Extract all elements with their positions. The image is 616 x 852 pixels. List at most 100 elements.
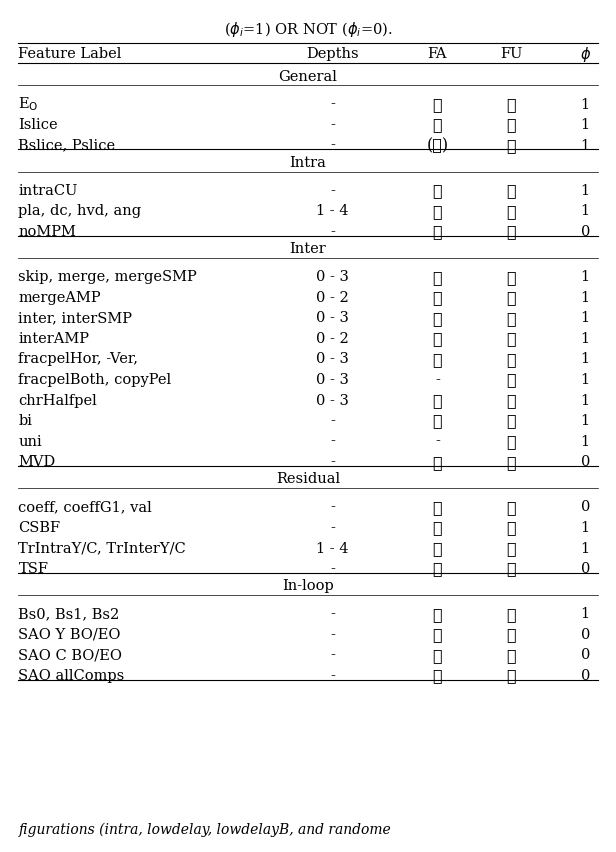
Text: Depths: Depths bbox=[306, 47, 359, 61]
Text: Intra: Intra bbox=[290, 156, 326, 170]
Text: ✓: ✓ bbox=[432, 499, 442, 516]
Text: FU: FU bbox=[500, 47, 522, 61]
Text: -: - bbox=[330, 628, 335, 642]
Text: 1: 1 bbox=[581, 435, 590, 449]
Text: -: - bbox=[435, 435, 440, 449]
Text: -: - bbox=[330, 139, 335, 153]
Text: 0 - 2: 0 - 2 bbox=[316, 332, 349, 346]
Text: Bs0, Bs1, Bs2: Bs0, Bs1, Bs2 bbox=[18, 607, 120, 621]
Text: ✓: ✓ bbox=[432, 561, 442, 578]
Text: ✓: ✓ bbox=[506, 520, 516, 537]
Text: (✓): (✓) bbox=[426, 137, 448, 154]
Text: 1: 1 bbox=[581, 139, 590, 153]
Text: ✓: ✓ bbox=[432, 412, 442, 429]
Text: Feature Label: Feature Label bbox=[18, 47, 122, 61]
Text: ✓: ✓ bbox=[506, 331, 516, 348]
Text: skip, merge, mergeSMP: skip, merge, mergeSMP bbox=[18, 270, 197, 285]
Text: coeff, coeffG1, val: coeff, coeffG1, val bbox=[18, 500, 152, 515]
Text: 0 - 3: 0 - 3 bbox=[316, 394, 349, 407]
Text: 0: 0 bbox=[580, 628, 590, 642]
Text: -: - bbox=[330, 435, 335, 449]
Text: ✓: ✓ bbox=[506, 561, 516, 578]
Text: ✓: ✓ bbox=[506, 203, 516, 220]
Text: ✓: ✓ bbox=[506, 540, 516, 557]
Text: ✓: ✓ bbox=[432, 203, 442, 220]
Text: ✓: ✓ bbox=[432, 310, 442, 327]
Text: ✓: ✓ bbox=[432, 290, 442, 307]
Text: ✓: ✓ bbox=[506, 626, 516, 643]
Text: ✓: ✓ bbox=[506, 117, 516, 134]
Text: 1: 1 bbox=[581, 353, 590, 366]
Text: SAO C BO/EO: SAO C BO/EO bbox=[18, 648, 123, 662]
Text: -: - bbox=[330, 521, 335, 535]
Text: Inter: Inter bbox=[290, 242, 326, 256]
Text: 1: 1 bbox=[581, 184, 590, 198]
Text: ✓: ✓ bbox=[506, 453, 516, 470]
Text: figurations (intra, lowdelay, lowdelayB, and randome: figurations (intra, lowdelay, lowdelayB,… bbox=[18, 822, 391, 837]
Text: noMPM: noMPM bbox=[18, 225, 76, 239]
Text: -: - bbox=[435, 373, 440, 387]
Text: ✓: ✓ bbox=[432, 351, 442, 368]
Text: ✓: ✓ bbox=[506, 96, 516, 113]
Text: ✓: ✓ bbox=[506, 606, 516, 623]
Text: ✓: ✓ bbox=[506, 223, 516, 240]
Text: 1: 1 bbox=[581, 373, 590, 387]
Text: Bslice, Pslice: Bslice, Pslice bbox=[18, 139, 116, 153]
Text: General: General bbox=[278, 70, 338, 83]
Text: Residual: Residual bbox=[276, 473, 340, 486]
Text: 0: 0 bbox=[580, 648, 590, 662]
Text: ✓: ✓ bbox=[432, 117, 442, 134]
Text: ✓: ✓ bbox=[506, 310, 516, 327]
Text: SAO Y BO/EO: SAO Y BO/EO bbox=[18, 628, 121, 642]
Text: ✓: ✓ bbox=[432, 453, 442, 470]
Text: ✓: ✓ bbox=[432, 606, 442, 623]
Text: pla, dc, hvd, ang: pla, dc, hvd, ang bbox=[18, 204, 142, 218]
Text: ✓: ✓ bbox=[506, 290, 516, 307]
Text: 1: 1 bbox=[581, 607, 590, 621]
Text: In-loop: In-loop bbox=[282, 579, 334, 593]
Text: -: - bbox=[330, 118, 335, 132]
Text: ✓: ✓ bbox=[432, 392, 442, 409]
Text: TrIntraY/C, TrInterY/C: TrIntraY/C, TrInterY/C bbox=[18, 542, 186, 556]
Text: fracpelHor, -Ver,: fracpelHor, -Ver, bbox=[18, 353, 139, 366]
Text: ✓: ✓ bbox=[432, 626, 442, 643]
Text: ✓: ✓ bbox=[432, 647, 442, 664]
Text: 0 - 3: 0 - 3 bbox=[316, 270, 349, 285]
Text: -: - bbox=[330, 648, 335, 662]
Text: 0 - 3: 0 - 3 bbox=[316, 373, 349, 387]
Text: ✓: ✓ bbox=[506, 499, 516, 516]
Text: 0 - 3: 0 - 3 bbox=[316, 311, 349, 325]
Text: 1: 1 bbox=[581, 204, 590, 218]
Text: ✓: ✓ bbox=[432, 223, 442, 240]
Text: 1: 1 bbox=[581, 311, 590, 325]
Text: SAO allComps: SAO allComps bbox=[18, 669, 124, 683]
Text: ✓: ✓ bbox=[432, 182, 442, 199]
Text: chrHalfpel: chrHalfpel bbox=[18, 394, 97, 407]
Text: 1: 1 bbox=[581, 542, 590, 556]
Text: ✓: ✓ bbox=[506, 182, 516, 199]
Text: ✓: ✓ bbox=[432, 331, 442, 348]
Text: ✓: ✓ bbox=[506, 433, 516, 450]
Text: 1: 1 bbox=[581, 118, 590, 132]
Text: 1: 1 bbox=[581, 270, 590, 285]
Text: E$_{\mathrm{O}}$: E$_{\mathrm{O}}$ bbox=[18, 95, 39, 113]
Text: fracpelBoth, copyPel: fracpelBoth, copyPel bbox=[18, 373, 172, 387]
Text: 1: 1 bbox=[581, 414, 590, 428]
Text: ✓: ✓ bbox=[432, 540, 442, 557]
Text: 0: 0 bbox=[580, 562, 590, 576]
Text: 1 - 4: 1 - 4 bbox=[317, 542, 349, 556]
Text: 0 - 3: 0 - 3 bbox=[316, 353, 349, 366]
Text: bi: bi bbox=[18, 414, 33, 428]
Text: MVD: MVD bbox=[18, 455, 55, 469]
Text: inter, interSMP: inter, interSMP bbox=[18, 311, 132, 325]
Text: ✓: ✓ bbox=[506, 647, 516, 664]
Text: -: - bbox=[330, 97, 335, 112]
Text: -: - bbox=[330, 669, 335, 683]
Text: -: - bbox=[330, 225, 335, 239]
Text: -: - bbox=[330, 184, 335, 198]
Text: ✓: ✓ bbox=[506, 371, 516, 389]
Text: 0: 0 bbox=[580, 500, 590, 515]
Text: FA: FA bbox=[428, 47, 447, 61]
Text: 0: 0 bbox=[580, 455, 590, 469]
Text: -: - bbox=[330, 455, 335, 469]
